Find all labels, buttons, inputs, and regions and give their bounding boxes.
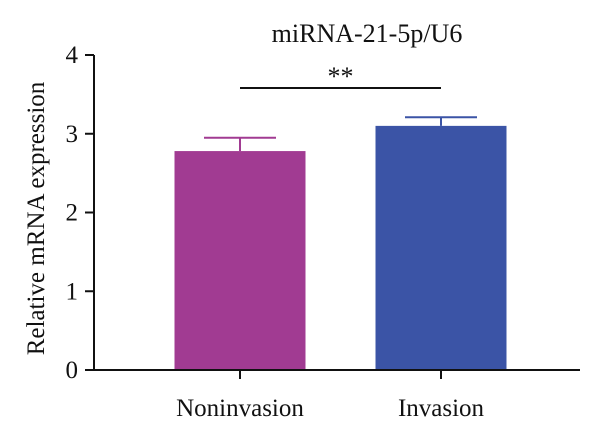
y-tick-label: 3 — [66, 121, 79, 148]
y-axis-ticks: 0 1 2 3 4 — [66, 42, 94, 384]
y-axis-label: Relative mRNA expression — [23, 81, 50, 355]
chart-title: miRNA-21-5p/U6 — [272, 19, 463, 48]
x-axis-ticks: Noninvasion Invasion — [176, 370, 485, 422]
x-tick-label: Invasion — [398, 395, 485, 422]
bars — [174, 125, 507, 369]
significance-label: ** — [328, 62, 354, 91]
bar-invasion — [375, 125, 507, 369]
y-tick-label: 4 — [66, 42, 79, 69]
error-bars — [204, 116, 477, 152]
y-tick-label: 1 — [66, 278, 79, 305]
bar-noninvasion — [174, 151, 306, 369]
y-tick-label: 0 — [66, 357, 79, 384]
y-tick-label: 2 — [66, 200, 79, 227]
x-tick-label: Noninvasion — [176, 395, 304, 422]
